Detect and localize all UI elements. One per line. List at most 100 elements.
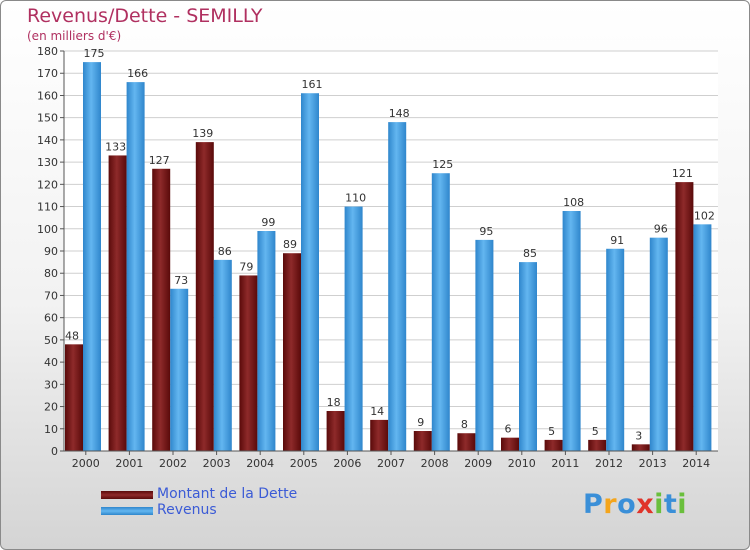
data-label: 8 <box>461 418 468 431</box>
x-tick-label: 2007 <box>377 457 405 470</box>
y-tick-label: 120 <box>37 178 58 191</box>
bar-debt <box>65 344 83 451</box>
y-tick-label: 150 <box>37 112 58 125</box>
y-tick-label: 0 <box>51 445 58 458</box>
data-label: 95 <box>479 225 493 238</box>
data-label: 125 <box>432 158 453 171</box>
bar-revenue <box>431 173 450 451</box>
bar-debt <box>326 411 345 451</box>
chart-subtitle: (en milliers d'€) <box>27 29 122 43</box>
data-label: 79 <box>239 260 253 273</box>
y-tick-label: 50 <box>44 334 58 347</box>
bar-debt <box>501 437 519 451</box>
x-tick-label: 2004 <box>246 457 274 470</box>
x-tick-label: 2003 <box>203 457 231 470</box>
data-label: 99 <box>261 216 275 229</box>
y-tick-label: 110 <box>37 201 58 214</box>
y-tick-label: 70 <box>44 289 58 302</box>
data-label: 9 <box>417 416 424 429</box>
data-label: 14 <box>370 405 384 418</box>
bar-revenue <box>693 224 712 451</box>
bar-debt <box>588 439 607 451</box>
bar-debt <box>631 444 650 451</box>
bar-debt <box>370 419 389 451</box>
data-label: 108 <box>563 196 584 209</box>
bar-debt <box>544 439 563 451</box>
y-tick-label: 80 <box>44 267 58 280</box>
logo-letter: i <box>654 489 664 520</box>
bar-debt <box>283 253 301 451</box>
x-tick-label: 2012 <box>595 457 623 470</box>
proxiti-logo: Proxiti <box>583 489 687 520</box>
x-tick-label: 2006 <box>333 457 361 470</box>
legend-label-debt: Montant de la Dette <box>157 486 298 502</box>
data-label: 121 <box>672 167 693 180</box>
data-label: 5 <box>592 425 599 438</box>
x-tick-label: 2001 <box>115 457 143 470</box>
data-label: 85 <box>523 247 537 260</box>
x-tick-label: 2005 <box>290 457 318 470</box>
data-label: 127 <box>149 154 170 167</box>
bar-revenue <box>606 248 625 451</box>
logo-letter: r <box>603 489 618 520</box>
bar-debt <box>675 182 694 451</box>
bar-revenue <box>213 259 232 451</box>
data-label: 102 <box>694 209 715 222</box>
logo-letter: t <box>663 489 678 520</box>
bar-debt <box>195 142 214 451</box>
logo-letter: x <box>636 489 655 520</box>
y-tick-label: 90 <box>44 245 58 258</box>
bar-revenue <box>562 211 581 451</box>
data-label: 5 <box>548 425 555 438</box>
y-tick-label: 130 <box>37 156 58 169</box>
data-label: 18 <box>327 396 341 409</box>
x-tick-label: 2010 <box>508 457 536 470</box>
bar-layer <box>65 62 712 451</box>
x-tick-label: 2008 <box>421 457 449 470</box>
x-tick-label: 2011 <box>551 457 579 470</box>
y-tick-label: 10 <box>44 423 58 436</box>
y-tick-label: 100 <box>37 223 58 236</box>
legend-swatch-debt <box>101 491 153 499</box>
data-label: 166 <box>127 67 148 80</box>
y-tick-label: 30 <box>44 378 58 391</box>
bar-debt <box>457 433 476 451</box>
bar-revenue <box>170 288 189 451</box>
bar-debt <box>239 275 258 451</box>
data-label: 161 <box>302 78 323 91</box>
data-label: 110 <box>345 192 366 205</box>
data-label: 3 <box>635 429 642 442</box>
x-tick-label: 2014 <box>682 457 710 470</box>
data-label: 73 <box>174 274 188 287</box>
y-tick-label: 140 <box>37 134 58 147</box>
x-tick-label: 2013 <box>639 457 667 470</box>
x-tick-label: 2009 <box>464 457 492 470</box>
data-label: 96 <box>654 223 668 236</box>
legend-label-revenue: Revenus <box>157 502 217 518</box>
bar-revenue <box>83 62 101 451</box>
y-tick-label: 180 <box>37 45 58 58</box>
bar-revenue <box>126 82 145 451</box>
bar-debt <box>152 168 171 451</box>
x-tick-label: 2002 <box>159 457 187 470</box>
y-tick-label: 20 <box>44 401 58 414</box>
data-label: 86 <box>218 245 232 258</box>
chart-title: Revenus/Dette - SEMILLY <box>27 5 263 27</box>
data-label: 48 <box>65 329 79 342</box>
data-label: 139 <box>192 127 213 140</box>
data-label: 133 <box>105 140 126 153</box>
x-tick-label: 2000 <box>72 457 100 470</box>
bar-revenue <box>519 262 537 451</box>
bar-debt <box>413 431 432 451</box>
bar-revenue <box>344 206 363 451</box>
y-tick-label: 170 <box>37 67 58 80</box>
bar-revenue <box>475 239 494 451</box>
data-label: 175 <box>84 47 105 60</box>
y-tick-label: 40 <box>44 356 58 369</box>
y-tick-label: 60 <box>44 312 58 325</box>
legend-swatch-revenue <box>101 507 153 515</box>
bar-revenue <box>649 237 668 451</box>
bar-revenue <box>301 93 319 451</box>
